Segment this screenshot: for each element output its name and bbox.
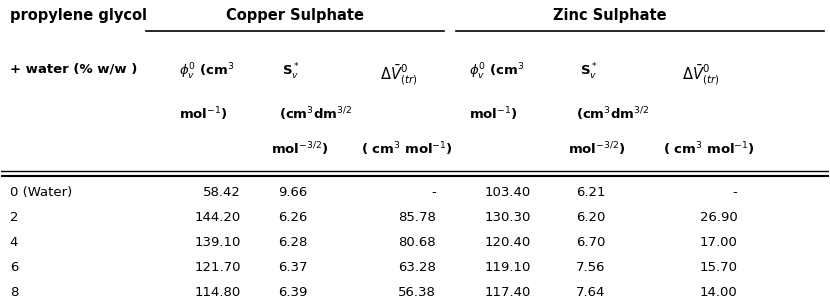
Text: 9.66: 9.66 xyxy=(278,186,307,199)
Text: Zinc Sulphate: Zinc Sulphate xyxy=(553,8,666,23)
Text: 80.68: 80.68 xyxy=(398,236,436,249)
Text: 58.42: 58.42 xyxy=(203,186,242,199)
Text: 85.78: 85.78 xyxy=(398,211,436,224)
Text: 121.70: 121.70 xyxy=(195,261,242,274)
Text: 6.26: 6.26 xyxy=(278,211,307,224)
Text: 6.39: 6.39 xyxy=(278,286,307,299)
Text: 8: 8 xyxy=(10,286,18,299)
Text: $\Delta\bar{V}^0_{(tr)}$: $\Delta\bar{V}^0_{(tr)}$ xyxy=(681,62,719,87)
Text: $\phi^0_v$ (cm$^3$: $\phi^0_v$ (cm$^3$ xyxy=(469,62,525,82)
Text: ( cm$^3$ mol$^{-1}$): ( cm$^3$ mol$^{-1}$) xyxy=(361,140,452,158)
Text: $\phi^0_v$ (cm$^3$: $\phi^0_v$ (cm$^3$ xyxy=(179,62,235,82)
Text: 114.80: 114.80 xyxy=(195,286,242,299)
Text: 6: 6 xyxy=(10,261,18,274)
Text: -: - xyxy=(733,186,738,199)
Text: -: - xyxy=(431,186,436,199)
Text: $\Delta\bar{V}^0_{(tr)}$: $\Delta\bar{V}^0_{(tr)}$ xyxy=(379,62,417,87)
Text: 17.00: 17.00 xyxy=(700,236,738,249)
Text: 6.28: 6.28 xyxy=(278,236,307,249)
Text: 6.70: 6.70 xyxy=(576,236,605,249)
Text: 144.20: 144.20 xyxy=(195,211,242,224)
Text: 7.64: 7.64 xyxy=(576,286,605,299)
Text: 4: 4 xyxy=(10,236,18,249)
Text: 130.30: 130.30 xyxy=(485,211,531,224)
Text: 119.10: 119.10 xyxy=(485,261,531,274)
Text: S$^*_v$: S$^*_v$ xyxy=(580,62,598,82)
Text: 63.28: 63.28 xyxy=(398,261,436,274)
Text: 15.70: 15.70 xyxy=(700,261,738,274)
Text: (cm$^3$dm$^{3/2}$: (cm$^3$dm$^{3/2}$ xyxy=(279,106,352,123)
Text: 117.40: 117.40 xyxy=(485,286,531,299)
Text: 103.40: 103.40 xyxy=(485,186,531,199)
Text: mol$^{-3/2}$): mol$^{-3/2}$) xyxy=(271,140,328,158)
Text: Copper Sulphate: Copper Sulphate xyxy=(226,8,364,23)
Text: propylene glycol: propylene glycol xyxy=(10,8,147,23)
Text: 6.21: 6.21 xyxy=(576,186,605,199)
Text: (cm$^3$dm$^{3/2}$: (cm$^3$dm$^{3/2}$ xyxy=(576,106,649,123)
Text: + water (% w/w ): + water (% w/w ) xyxy=(10,62,137,75)
Text: 139.10: 139.10 xyxy=(195,236,242,249)
Text: 2: 2 xyxy=(10,211,18,224)
Text: 7.56: 7.56 xyxy=(576,261,605,274)
Text: 6.20: 6.20 xyxy=(576,211,605,224)
Text: 14.00: 14.00 xyxy=(700,286,738,299)
Text: 56.38: 56.38 xyxy=(398,286,436,299)
Text: 26.90: 26.90 xyxy=(700,211,738,224)
Text: 120.40: 120.40 xyxy=(485,236,531,249)
Text: mol$^{-1}$): mol$^{-1}$) xyxy=(469,106,517,123)
Text: S$^*_v$: S$^*_v$ xyxy=(282,62,300,82)
Text: mol$^{-1}$): mol$^{-1}$) xyxy=(179,106,228,123)
Text: 0 (Water): 0 (Water) xyxy=(10,186,72,199)
Text: mol$^{-3/2}$): mol$^{-3/2}$) xyxy=(569,140,626,158)
Text: ( cm$^3$ mol$^{-1}$): ( cm$^3$ mol$^{-1}$) xyxy=(662,140,754,158)
Text: 6.37: 6.37 xyxy=(278,261,307,274)
